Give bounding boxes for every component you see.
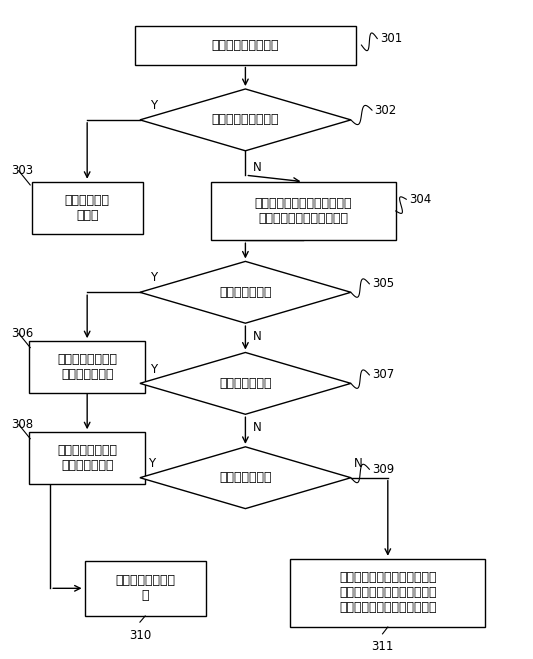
Text: 305: 305: [372, 277, 394, 291]
Text: N: N: [253, 421, 262, 434]
Polygon shape: [140, 447, 351, 509]
Text: 307: 307: [372, 368, 394, 382]
FancyBboxPatch shape: [29, 432, 145, 484]
FancyBboxPatch shape: [211, 182, 395, 241]
Text: 实时获取第一压缩机的当前油
温和第二压缩机的当前油温: 实时获取第一压缩机的当前油 温和第二压缩机的当前油温: [255, 197, 352, 225]
Text: 控制两可控阀
均关闭: 控制两可控阀 均关闭: [64, 194, 110, 221]
Polygon shape: [140, 89, 351, 151]
Text: 301: 301: [380, 32, 402, 45]
Text: 306: 306: [11, 327, 34, 340]
Text: Y: Y: [150, 99, 158, 112]
Text: Y: Y: [148, 457, 155, 470]
Text: 303: 303: [11, 164, 34, 177]
FancyBboxPatch shape: [135, 26, 356, 65]
Text: N: N: [253, 330, 262, 343]
Text: 获取两压缩机的状态: 获取两压缩机的状态: [212, 39, 279, 51]
FancyBboxPatch shape: [290, 559, 486, 627]
Text: N: N: [353, 457, 362, 470]
Text: 满足第二条件？: 满足第二条件？: [219, 377, 272, 390]
Text: 302: 302: [375, 103, 397, 117]
Text: 存在停机的压缩机？: 存在停机的压缩机？: [212, 113, 279, 127]
FancyBboxPatch shape: [32, 182, 142, 234]
Text: Y: Y: [150, 362, 158, 376]
Text: 确定第一压缩机的当前需油量
和第二压缩机的当前需油量，
根据需油量控制两可控阀状态: 确定第一压缩机的当前需油量 和第二压缩机的当前需油量， 根据需油量控制两可控阀状…: [339, 571, 437, 614]
Text: 304: 304: [409, 192, 431, 206]
FancyBboxPatch shape: [85, 561, 206, 616]
Text: 满足第一条件？: 满足第一条件？: [219, 286, 272, 299]
Polygon shape: [140, 262, 351, 323]
Polygon shape: [140, 353, 351, 415]
Text: N: N: [253, 161, 262, 173]
Text: 310: 310: [129, 629, 151, 642]
Text: 满足第三条件？: 满足第三条件？: [219, 471, 272, 484]
Text: 控制两可控阀均打
开: 控制两可控阀均打 开: [115, 574, 175, 602]
Text: 第一可控阀关闭，
第二可控阀打开: 第一可控阀关闭， 第二可控阀打开: [57, 353, 117, 381]
Text: 第一可控阀打开，
第二可控阀关闭: 第一可控阀打开， 第二可控阀关闭: [57, 444, 117, 473]
Text: Y: Y: [150, 272, 158, 285]
Text: 309: 309: [372, 463, 394, 476]
Text: 308: 308: [11, 418, 34, 431]
FancyBboxPatch shape: [29, 341, 145, 393]
Text: 311: 311: [372, 641, 394, 653]
